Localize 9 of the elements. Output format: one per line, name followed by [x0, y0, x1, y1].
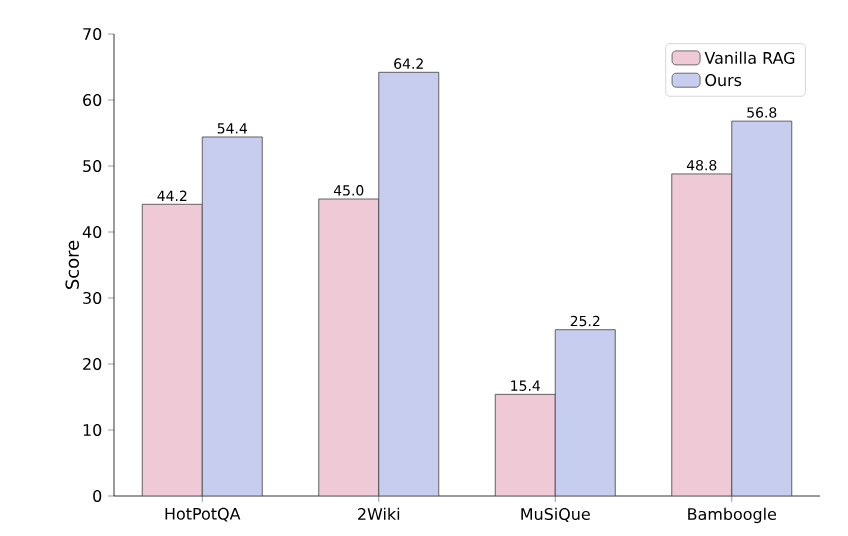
y-axis-title: Score — [65, 240, 79, 289]
bar — [671, 173, 733, 496]
bar — [494, 393, 556, 496]
bar — [318, 198, 380, 496]
bar — [201, 136, 263, 496]
bar — [141, 203, 203, 496]
bar — [731, 120, 793, 496]
bar — [554, 329, 616, 496]
bar — [378, 71, 440, 496]
